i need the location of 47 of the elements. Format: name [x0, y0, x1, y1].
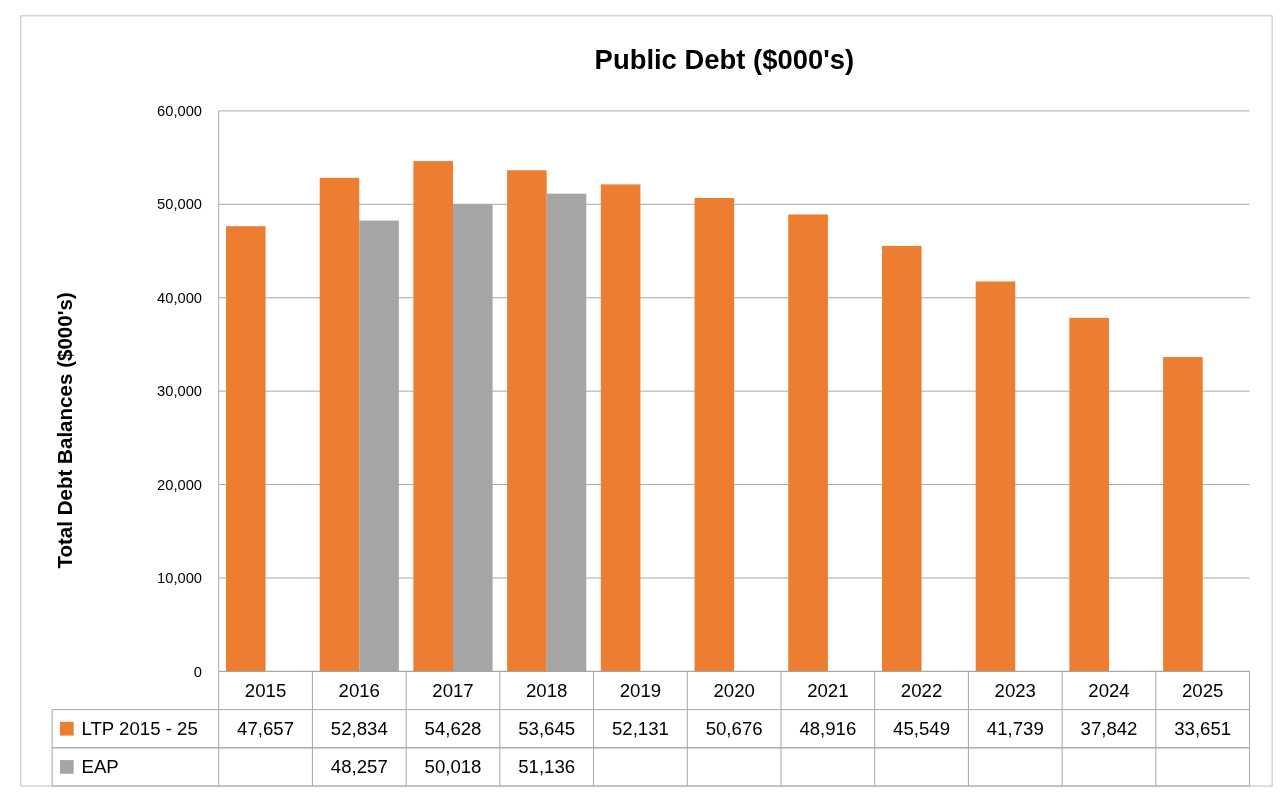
data-label: 45,549 [893, 718, 951, 740]
x-tick-label: 2022 [900, 680, 943, 702]
chart-title: Public Debt ($000's) [594, 43, 855, 75]
y-tick-label: 50,000 [157, 196, 203, 213]
data-label: 51,136 [518, 756, 576, 778]
data-label: 52,834 [330, 718, 388, 740]
x-tick-label: 2017 [432, 680, 474, 702]
data-label: 50,018 [424, 756, 482, 778]
y-axis-title: Total Debt Balances ($000's) [52, 292, 76, 569]
y-tick-label: 30,000 [157, 383, 203, 400]
x-tick-label: 2020 [713, 680, 755, 702]
data-label: 50,676 [705, 718, 763, 740]
x-tick-label: 2025 [1182, 680, 1224, 702]
x-tick-label: 2023 [994, 680, 1036, 702]
x-tick-label: 2016 [338, 680, 380, 702]
data-label: 47,657 [237, 718, 295, 740]
bar [507, 170, 547, 672]
data-label: 41,739 [986, 718, 1044, 740]
bar [881, 245, 922, 672]
data-label: 33,651 [1174, 718, 1232, 740]
data-label: 48,916 [799, 718, 857, 740]
y-tick-label: 60,000 [157, 103, 203, 120]
x-tick-label: 2019 [619, 680, 662, 702]
data-label: 54,628 [424, 718, 482, 740]
bar [1069, 317, 1109, 672]
data-label: 48,257 [330, 756, 388, 778]
x-tick-label: 2021 [807, 680, 849, 702]
bar [319, 177, 360, 672]
bar [225, 226, 266, 672]
legend-label: EAP [81, 756, 119, 778]
bar [694, 197, 735, 672]
bar [975, 281, 1016, 672]
data-label: 37,842 [1080, 718, 1138, 740]
bar [1163, 357, 1203, 672]
x-tick-label: 2018 [526, 680, 568, 702]
x-tick-label: 2024 [1088, 680, 1130, 702]
legend-label: LTP 2015 - 25 [81, 718, 198, 740]
y-tick-label: 10,000 [157, 570, 203, 587]
bar [600, 184, 641, 672]
data-label: 53,645 [518, 718, 576, 740]
bar [413, 161, 453, 672]
y-tick-label: 0 [193, 663, 203, 680]
y-tick-label: 20,000 [157, 476, 203, 493]
bar [788, 214, 828, 672]
y-tick-label: 40,000 [157, 289, 203, 306]
data-label: 52,131 [611, 718, 669, 740]
x-tick-label: 2015 [244, 680, 287, 702]
